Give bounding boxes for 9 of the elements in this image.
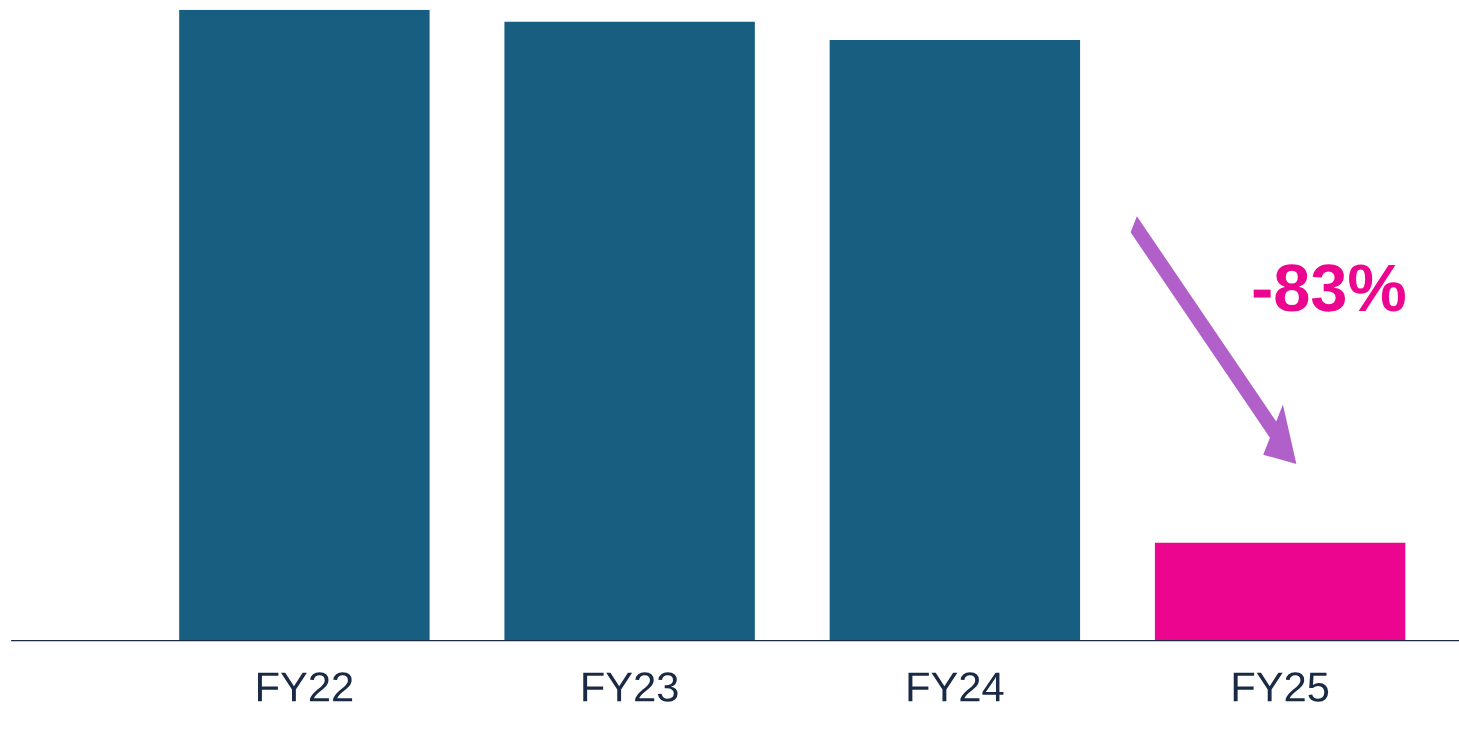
x-tick-label: FY24 xyxy=(908,672,1004,702)
bar xyxy=(829,40,1081,641)
bar xyxy=(179,9,430,641)
annotation: -83% xyxy=(1253,264,1405,312)
x-tick-label: FY22 xyxy=(258,672,353,702)
bar xyxy=(1154,542,1406,641)
x-tick-label: FY25 xyxy=(1233,672,1329,702)
bar xyxy=(504,21,755,641)
x-tick-label: FY23 xyxy=(583,672,678,702)
